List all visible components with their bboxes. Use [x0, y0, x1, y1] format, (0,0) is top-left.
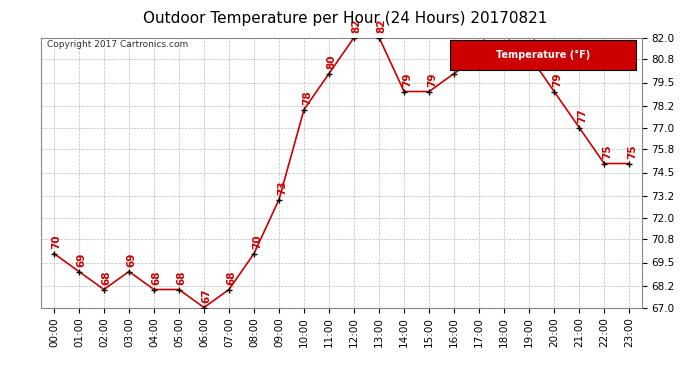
Text: 73: 73	[277, 181, 287, 195]
Text: 77: 77	[577, 109, 587, 123]
Text: 69: 69	[77, 253, 87, 267]
Text: 79: 79	[552, 73, 562, 87]
Text: Temperature (°F): Temperature (°F)	[495, 50, 590, 60]
Text: 70: 70	[252, 235, 262, 249]
Text: 67: 67	[201, 289, 212, 303]
FancyBboxPatch shape	[450, 40, 635, 70]
Text: 69: 69	[127, 253, 137, 267]
Text: 78: 78	[302, 91, 312, 105]
Text: Copyright 2017 Cartronics.com: Copyright 2017 Cartronics.com	[48, 40, 188, 49]
Text: 70: 70	[52, 235, 61, 249]
Text: 68: 68	[152, 271, 161, 285]
Text: 82: 82	[377, 19, 387, 33]
Text: 68: 68	[177, 271, 187, 285]
Text: 81: 81	[527, 37, 537, 51]
Text: 81: 81	[502, 37, 512, 51]
Text: 82: 82	[352, 19, 362, 33]
Text: 68: 68	[227, 271, 237, 285]
Text: Outdoor Temperature per Hour (24 Hours) 20170821: Outdoor Temperature per Hour (24 Hours) …	[143, 11, 547, 26]
Text: 75: 75	[627, 145, 637, 159]
Text: 68: 68	[101, 271, 112, 285]
Text: 79: 79	[402, 73, 412, 87]
Text: 75: 75	[602, 145, 612, 159]
Text: 81: 81	[477, 37, 487, 51]
Text: 80: 80	[327, 55, 337, 69]
Text: 79: 79	[427, 73, 437, 87]
Text: 80: 80	[452, 55, 462, 69]
